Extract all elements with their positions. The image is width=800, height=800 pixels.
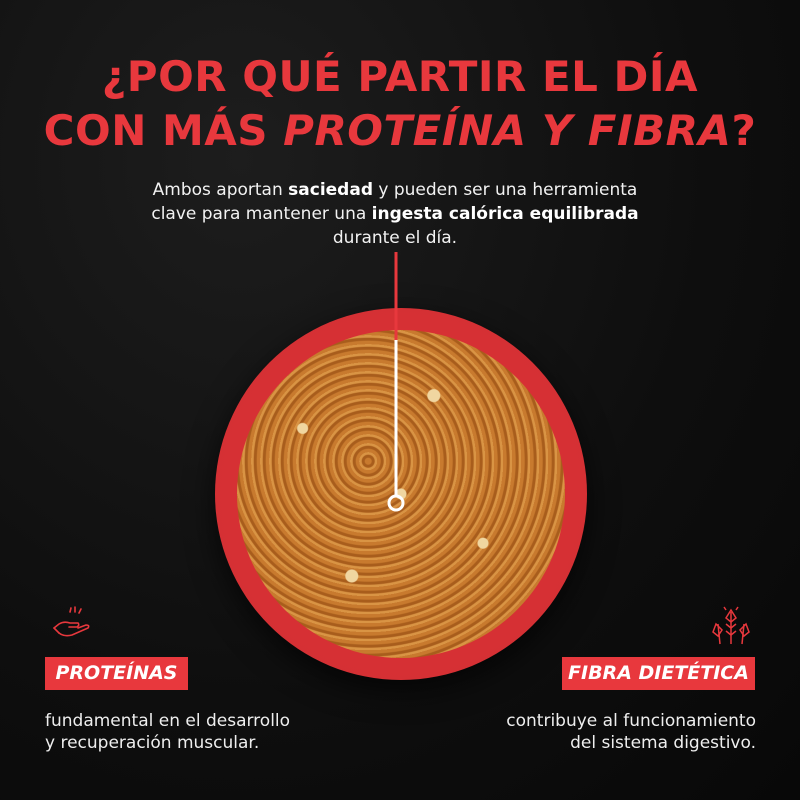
desc-line: del sistema digestivo. — [570, 733, 756, 753]
title-emphasis: PROTEÍNA Y FIBRA — [283, 106, 732, 155]
title-line-1: ¿POR QUÉ PARTIR EL DÍA — [101, 52, 699, 101]
desc-line: contribuye al funcionamiento — [506, 711, 756, 731]
granola — [237, 330, 565, 658]
intro-text: Ambos aportan saciedad y pueden ser una … — [150, 178, 640, 250]
proteinas-badge: PROTEÍNAS — [45, 657, 188, 690]
granola-bowl — [215, 308, 587, 680]
title-suffix: ? — [731, 106, 757, 155]
hand-icon — [53, 606, 90, 637]
intro-bold: saciedad — [288, 180, 373, 200]
intro-part: y pueden ser una herramienta clave para … — [151, 180, 638, 224]
desc-line: fundamental en el desarrollo — [45, 711, 291, 731]
proteinas-description: fundamental en el desarrollo y recuperac… — [45, 710, 290, 754]
title-line-2: CON MÁS PROTEÍNA Y FIBRA? — [0, 106, 800, 155]
intro-bold: ingesta calórica equilibrada — [371, 204, 639, 224]
fibra-badge: FIBRA DIETÉTICA — [562, 657, 755, 690]
intro-part: durante el día. — [332, 228, 458, 248]
title-prefix: CON MÁS — [43, 106, 284, 155]
wheat-icon — [712, 606, 750, 645]
intro-part: Ambos aportan — [152, 180, 289, 200]
fibra-description: contribuye al funcionamiento del sistema… — [506, 710, 756, 754]
desc-line: y recuperación muscular. — [45, 733, 260, 753]
